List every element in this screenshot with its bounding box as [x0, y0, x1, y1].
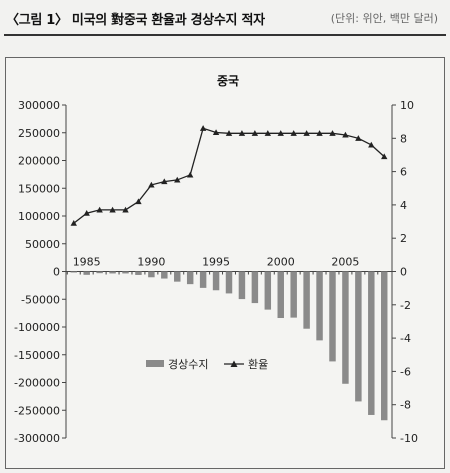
bar: [277, 271, 284, 319]
left-tick-label: 100000: [18, 210, 60, 223]
left-tick-label: 50000: [25, 238, 60, 251]
legend-label-bars: 경상수지: [168, 358, 208, 371]
line-series: [70, 125, 388, 226]
left-tick-label: -100000: [14, 321, 60, 334]
left-tick-label: -50000: [21, 293, 60, 306]
bar-series: [70, 271, 388, 421]
bar: [251, 271, 259, 304]
bar: [368, 271, 375, 415]
left-tick-label: 200000: [18, 155, 60, 168]
right-tick-label: -6: [400, 365, 411, 378]
left-tick-label: -150000: [14, 349, 60, 362]
chart-frame: 중국 300000 250000 200000 150000 100000 50000 0 -…: [5, 57, 445, 469]
legend-swatch-marker: [230, 360, 238, 367]
chart-title: 중국: [217, 74, 239, 88]
exchange-rate-point: [83, 210, 90, 216]
x-tick-label: 1995: [202, 256, 230, 269]
bar: [174, 271, 181, 282]
bar: [109, 271, 116, 274]
x-tick-label: 2000: [267, 256, 295, 269]
exchange-rate-point: [238, 130, 246, 136]
right-tick-label: 2: [400, 232, 407, 245]
exchange-rate-point: [342, 131, 349, 138]
left-tick-label: -250000: [14, 404, 60, 417]
bar: [122, 271, 129, 274]
exchange-rate-point: [368, 141, 375, 148]
exchange-rate-point: [225, 130, 233, 136]
legend-label-line: 환율: [248, 358, 268, 371]
x-tick-label: 2005: [331, 256, 359, 269]
bar: [238, 271, 246, 300]
exchange-rate-point: [290, 130, 297, 136]
bar: [212, 271, 220, 291]
left-tick-label: 250000: [18, 127, 60, 140]
exchange-rate-point: [186, 171, 194, 178]
exchange-rate-point: [174, 176, 181, 183]
right-tick-label: 10: [400, 99, 414, 112]
bar: [148, 271, 155, 278]
header-rule: [4, 34, 446, 36]
bar: [290, 271, 297, 318]
exchange-rate-point: [277, 130, 284, 136]
bar: [83, 271, 90, 275]
right-tick-label: -2: [400, 299, 411, 312]
bar: [303, 271, 310, 329]
chart: 중국 300000 250000 200000 150000 100000 50000 0 -…: [14, 74, 418, 445]
right-tick-label: 4: [400, 199, 407, 212]
bar: [316, 271, 323, 341]
exchange-rate-point: [161, 178, 168, 185]
bar: [161, 271, 168, 279]
figure-title: 〈그림 1〉 미국의 對중국 환율과 경상수지 적자: [6, 13, 265, 28]
right-tick-label: -4: [400, 332, 411, 345]
exchange-rate-point: [303, 130, 310, 136]
figure-header: 〈그림 1〉 미국의 對중국 환율과 경상수지 적자 (단위: 위안, 백만 달…: [0, 0, 450, 40]
exchange-rate-point: [355, 135, 362, 141]
legend: 경상수지 환율: [146, 358, 268, 371]
bar: [342, 271, 349, 384]
left-tick-label: 150000: [18, 182, 60, 195]
exchange-rate-point: [135, 198, 142, 205]
exchange-rate-point: [264, 130, 272, 136]
exchange-rate-point: [381, 153, 388, 160]
bar: [96, 271, 103, 274]
x-tick-label: 1990: [137, 256, 165, 269]
x-tick-label: 1985: [73, 256, 101, 269]
exchange-rate-point: [251, 130, 259, 136]
left-tick-label: -200000: [14, 377, 60, 390]
bar: [135, 271, 142, 275]
left-tick-label: -300000: [14, 432, 60, 445]
right-tick-label: 8: [400, 132, 407, 145]
bar: [186, 271, 194, 285]
exchange-rate-point: [329, 130, 336, 136]
bar: [199, 271, 207, 288]
exchange-rate-point: [316, 130, 323, 136]
right-tick-label: 6: [400, 166, 407, 179]
right-tick-label: -8: [400, 399, 411, 412]
exchange-rate-line: [73, 127, 385, 224]
exchange-rate-point: [109, 206, 116, 213]
tick-labels: 300000 250000 200000 150000 100000 50000 0 -500…: [14, 99, 418, 445]
right-tick-label: 0: [400, 266, 407, 279]
exchange-rate-point: [148, 181, 155, 188]
bar: [225, 271, 233, 294]
exchange-rate-point: [199, 125, 207, 131]
legend-swatch-bars: [146, 360, 164, 367]
exchange-rate-point: [70, 220, 77, 226]
exchange-rate-point: [96, 206, 103, 213]
bar: [70, 271, 77, 273]
left-tick-label: 0: [53, 266, 60, 279]
left-tick-label: 300000: [18, 99, 60, 112]
bar: [264, 271, 272, 310]
unit-note: (단위: 위안, 백만 달러): [330, 12, 438, 25]
bar: [355, 271, 362, 402]
exchange-rate-point: [212, 129, 220, 136]
bar: [329, 271, 336, 362]
right-tick-label: -10: [400, 432, 418, 445]
bar: [381, 271, 388, 421]
exchange-rate-point: [122, 206, 129, 213]
